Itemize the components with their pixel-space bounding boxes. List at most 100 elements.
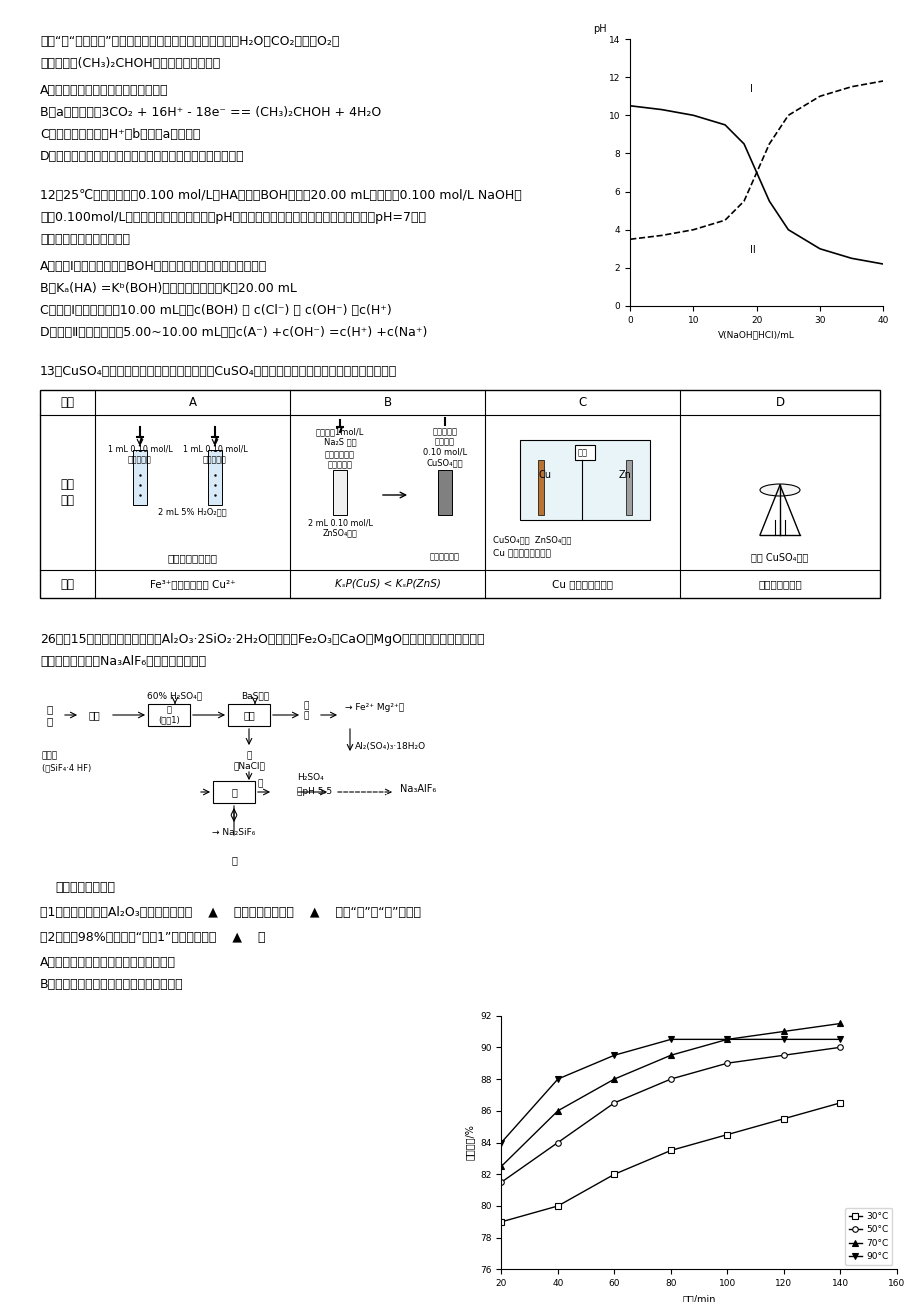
50°C bbox=[551, 1135, 562, 1151]
Text: 氨: 氨 bbox=[231, 855, 237, 865]
30°C bbox=[608, 1167, 619, 1182]
90°C bbox=[551, 1072, 562, 1087]
Text: 请回答下列问题：: 请回答下列问题： bbox=[55, 881, 115, 894]
Text: H₂SO₄: H₂SO₄ bbox=[297, 773, 323, 783]
Text: Cu 片上发生还原反应: Cu 片上发生还原反应 bbox=[493, 548, 550, 557]
Text: 磨硷: 磨硷 bbox=[89, 710, 101, 720]
Bar bbox=[148, 704, 190, 727]
Text: (含SiF₄·4 HF): (含SiF₄·4 HF) bbox=[42, 763, 91, 772]
Bar bbox=[437, 470, 451, 516]
Text: 滤
湣: 滤 湣 bbox=[303, 702, 309, 721]
Text: 氟废气生产冰晶石Na₃AlF₆的工艺流程如下：: 氟废气生产冰晶石Na₃AlF₆的工艺流程如下： bbox=[40, 655, 206, 668]
30°C bbox=[664, 1143, 675, 1159]
Text: → Fe²⁺ Mg²⁺液: → Fe²⁺ Mg²⁺液 bbox=[345, 703, 403, 711]
Text: 加NaCl液: 加NaCl液 bbox=[233, 760, 266, 769]
Text: 调pH 5.5: 调pH 5.5 bbox=[297, 788, 332, 797]
90°C bbox=[664, 1031, 675, 1047]
Y-axis label: pH: pH bbox=[593, 23, 606, 34]
Text: 选项: 选项 bbox=[61, 396, 74, 409]
Bar bbox=[538, 460, 543, 516]
Text: BaS盐井: BaS盐井 bbox=[241, 691, 268, 700]
Text: A．不易发生离子反应，造成浸出率下降: A．不易发生离子反应，造成浸出率下降 bbox=[40, 956, 176, 969]
Text: 实验
操作: 实验 操作 bbox=[61, 479, 74, 506]
Text: A．曲线Ⅰ表示盐酸滴加到BOH溶液的过程，可用甲基橙作指示剂: A．曲线Ⅰ表示盐酸滴加到BOH溶液的过程，可用甲基橙作指示剂 bbox=[40, 260, 267, 273]
Bar bbox=[333, 470, 346, 516]
Text: 1 mL 0.10 mol/L
硫酸鐵溶液: 1 mL 0.10 mol/L 硫酸鐵溶液 bbox=[108, 445, 172, 465]
Text: 滤: 滤 bbox=[257, 780, 263, 789]
X-axis label: V(NaOH或HCl)/mL: V(NaOH或HCl)/mL bbox=[718, 331, 794, 340]
Text: B．a电极反应为3CO₂ + 16H⁺ - 18e⁻ == (CH₃)₂CHOH + 4H₂O: B．a电极反应为3CO₂ + 16H⁺ - 18e⁻ == (CH₃)₂CHOH… bbox=[40, 105, 380, 118]
Text: 蒸发 CuSO₄溶液: 蒸发 CuSO₄溶液 bbox=[751, 552, 808, 562]
Text: 可获得胆矾晶体: 可获得胆矾晶体 bbox=[757, 579, 801, 589]
Legend: 30°C, 50°C, 70°C, 90°C: 30°C, 50°C, 70°C, 90°C bbox=[844, 1208, 891, 1266]
30°C bbox=[551, 1198, 562, 1213]
Text: 产生白色沉淠
过滤、洗涤: 产生白色沉淠 过滤、洗涤 bbox=[324, 450, 355, 470]
Text: 加入少量1mol/L
Na₂S 溶液: 加入少量1mol/L Na₂S 溶液 bbox=[315, 427, 364, 447]
50°C bbox=[664, 1072, 675, 1087]
50°C bbox=[721, 1056, 732, 1072]
Text: A: A bbox=[188, 396, 197, 409]
90°C bbox=[834, 1031, 845, 1047]
Text: 26．（15分）由黏土（主要成分Al₂O₃·2SiO₂·2H₂O，含少量Fe₂O₃、CaO、MgO等杂质）与磷肥生产的含: 26．（15分）由黏土（主要成分Al₂O₃·2SiO₂·2H₂O，含少量Fe₂O… bbox=[40, 633, 484, 646]
Text: 溶
(反共1): 溶 (反共1) bbox=[158, 706, 180, 725]
Text: 12．25℃时，浓度均为0.100 mol/L的HA溶液和BOH溶液合20.00 mL，分别用0.100 mol/L NaOH溶: 12．25℃时，浓度均为0.100 mol/L的HA溶液和BOH溶液合20.00… bbox=[40, 189, 521, 202]
70°C bbox=[777, 1023, 789, 1039]
Text: B．反应速率太快太剧烈，造成了操作危险: B．反应速率太快太剧烈，造成了操作危险 bbox=[40, 978, 184, 991]
50°C bbox=[834, 1039, 845, 1055]
70°C bbox=[721, 1031, 732, 1047]
90°C bbox=[721, 1031, 732, 1047]
Bar bbox=[40, 391, 879, 598]
Text: Cu 片为正极反应物: Cu 片为正极反应物 bbox=[551, 579, 612, 589]
Bar bbox=[625, 460, 631, 516]
Line: 70°C: 70°C bbox=[498, 1021, 843, 1169]
Text: Fe³⁺滚化效果好于 Cu²⁺: Fe³⁺滚化效果好于 Cu²⁺ bbox=[150, 579, 235, 589]
Text: 前者产生气泡更快: 前者产生气泡更快 bbox=[167, 553, 217, 562]
Text: C: C bbox=[578, 396, 586, 409]
Text: II: II bbox=[750, 245, 755, 255]
Text: 再向沉淠中
滴加适量
0.10 mol/L
CuSO₄溶液: 再向沉淠中 滴加适量 0.10 mol/L CuSO₄溶液 bbox=[423, 427, 467, 467]
50°C bbox=[777, 1047, 789, 1062]
Text: C．曲线Ⅰ，滴加溶液到10.00 mL时：c(BOH) ＞ c(Cl⁻) ＞ c(OH⁻) ＞c(H⁺): C．曲线Ⅰ，滴加溶液到10.00 mL时：c(BOH) ＞ c(Cl⁻) ＞ c… bbox=[40, 303, 391, 316]
Text: D: D bbox=[775, 396, 784, 409]
90°C bbox=[608, 1047, 619, 1062]
Text: 氟化物: 氟化物 bbox=[42, 751, 58, 760]
30°C bbox=[834, 1095, 845, 1111]
Text: 矾
矿: 矾 矿 bbox=[47, 704, 53, 725]
Text: D．曲线Ⅱ，滴加溶液到5.00~10.00 mL时：c(A⁻) +c(OH⁻) =c(H⁺) +c(Na⁺): D．曲线Ⅱ，滴加溶液到5.00~10.00 mL时：c(A⁻) +c(OH⁻) … bbox=[40, 326, 427, 339]
Text: 2 mL 5% H₂O₂溶液: 2 mL 5% H₂O₂溶液 bbox=[158, 506, 227, 516]
Text: 60% H₂SO₄液: 60% H₂SO₄液 bbox=[147, 691, 202, 700]
Text: 除杂: 除杂 bbox=[243, 710, 255, 720]
70°C bbox=[551, 1103, 562, 1118]
Bar bbox=[519, 440, 650, 519]
Text: D．异丙醇可发生氧化反应、还原反应、取代反应和聚合反应: D．异丙醇可发生氧化反应、还原反应、取代反应和聚合反应 bbox=[40, 150, 244, 163]
Line: 30°C: 30°C bbox=[498, 1100, 843, 1225]
Text: 树叶“的“液态阳光”电化学实验装置如图所示，该装置能将H₂O和CO₂转化为O₂和: 树叶“的“液态阳光”电化学实验装置如图所示，该装置能将H₂O和CO₂转化为O₂和 bbox=[40, 35, 339, 48]
Line: 90°C: 90°C bbox=[498, 1036, 843, 1146]
Text: KₛP(CuS) < KₛP(ZnS): KₛP(CuS) < KₛP(ZnS) bbox=[335, 579, 440, 589]
Ellipse shape bbox=[759, 484, 800, 496]
Text: A．该装置将化学能转化为光能和电能: A．该装置将化学能转化为光能和电能 bbox=[40, 85, 168, 98]
Text: 滤: 滤 bbox=[246, 751, 252, 760]
Text: B．Kₐ(HA) =Kᵇ(BOH)，交点对应横坐标K＜20.00 mL: B．Kₐ(HA) =Kᵇ(BOH)，交点对应横坐标K＜20.00 mL bbox=[40, 283, 297, 296]
Text: （2）不用98%硫酸进行“反应1”的可能原因是    ▲    。: （2）不用98%硫酸进行“反应1”的可能原因是 ▲ 。 bbox=[40, 931, 266, 944]
70°C bbox=[495, 1159, 506, 1174]
Bar bbox=[228, 704, 269, 727]
Text: → Na₂SiF₆: → Na₂SiF₆ bbox=[212, 828, 255, 837]
Text: 沉淠变为黑色: 沉淠变为黑色 bbox=[429, 552, 460, 561]
70°C bbox=[608, 1072, 619, 1087]
50°C bbox=[608, 1095, 619, 1111]
Text: 13．CuSO₄溶液是实验室中常用试剂。下列与CuSO₄溶液有关实验的操作和结论都一定正确的是: 13．CuSO₄溶液是实验室中常用试剂。下列与CuSO₄溶液有关实验的操作和结论… bbox=[40, 365, 397, 378]
Text: CuSO₄溶液  ZnSO₄溶液: CuSO₄溶液 ZnSO₄溶液 bbox=[493, 535, 571, 544]
Bar bbox=[133, 450, 147, 505]
50°C bbox=[495, 1174, 506, 1190]
Text: B: B bbox=[383, 396, 391, 409]
Text: 2 mL 0.10 mol/L
ZnSO₄溶液: 2 mL 0.10 mol/L ZnSO₄溶液 bbox=[307, 518, 372, 538]
Text: Na₃AlF₆: Na₃AlF₆ bbox=[400, 784, 436, 794]
Y-axis label: 铝浸出率/%: 铝浸出率/% bbox=[464, 1125, 474, 1160]
90°C bbox=[495, 1135, 506, 1151]
Bar bbox=[574, 445, 595, 460]
Bar bbox=[213, 781, 255, 803]
Text: （1）冰晶石在电解Al₂O₃制铝中的作用是    ▲    ，需定期更换石墨    ▲    （填“阳”或“阴”）极。: （1）冰晶石在电解Al₂O₃制铝中的作用是 ▲ ，需定期更换石墨 ▲ （填“阳”… bbox=[40, 906, 421, 919]
Text: 盐桥: 盐桥 bbox=[577, 448, 587, 457]
70°C bbox=[834, 1016, 845, 1031]
